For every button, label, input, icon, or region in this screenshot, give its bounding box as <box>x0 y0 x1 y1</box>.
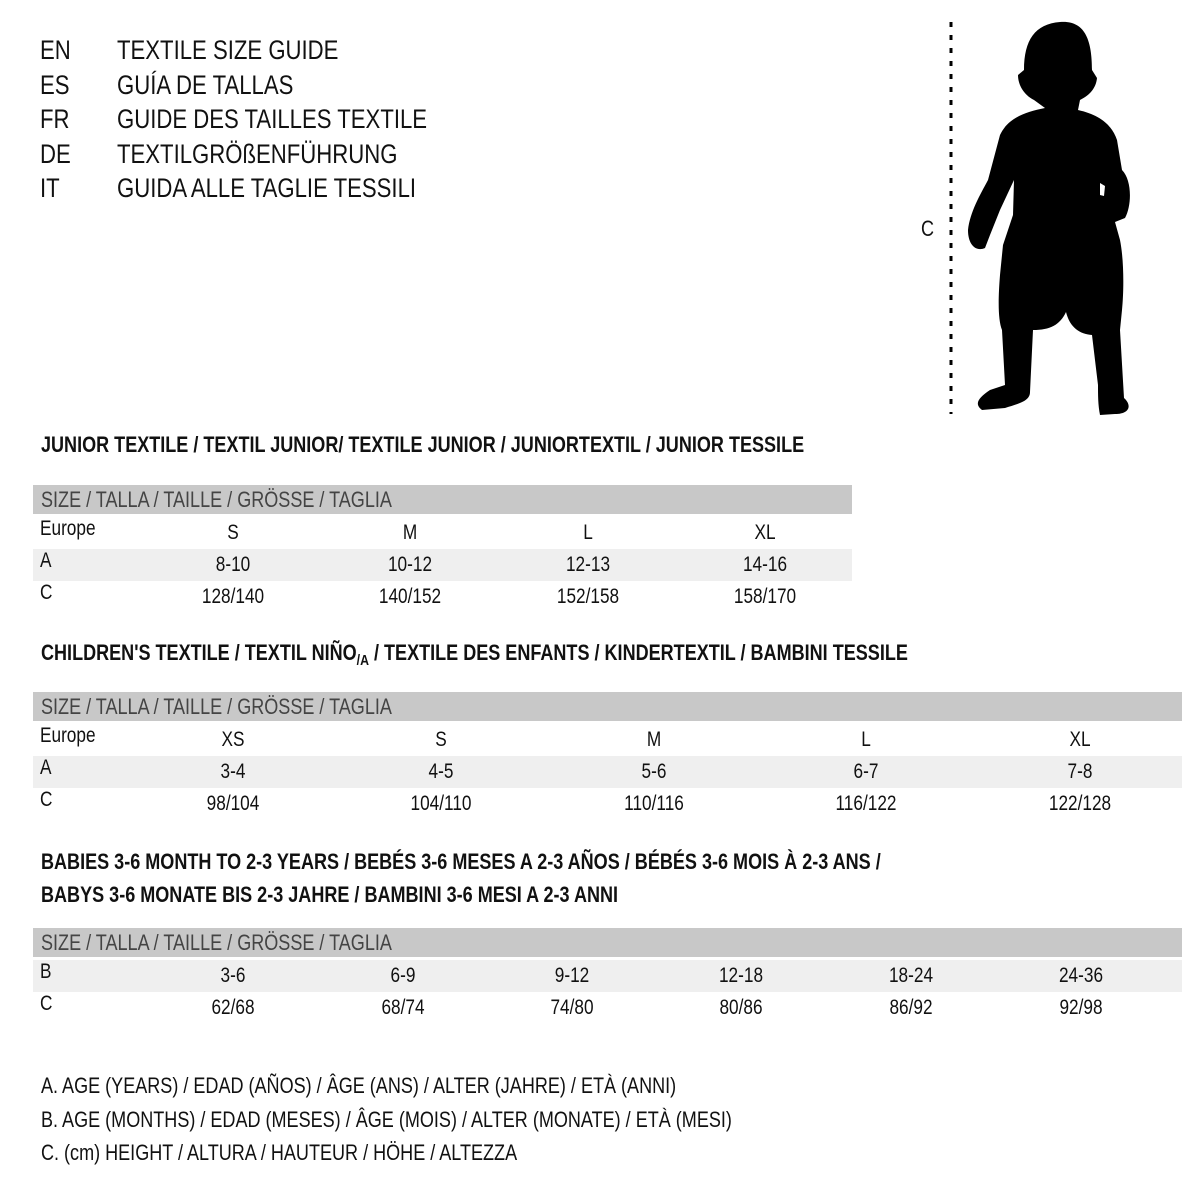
table-header: SIZE / TALLA / TAILLE / GRÖSSE / TAGLIA <box>33 485 852 514</box>
table-cell: 14-16 <box>742 553 788 576</box>
table-cell: 122/128 <box>1048 792 1112 815</box>
table-cell: S <box>435 728 447 751</box>
legend-a: A. AGE (YEARS) / EDAD (AÑOS) / ÂGE (ANS)… <box>41 1073 677 1098</box>
table-cell: 140/152 <box>378 585 442 608</box>
table-cell: 7-8 <box>1067 760 1093 783</box>
table-cell: 3-6 <box>220 964 246 987</box>
language-code: ES <box>40 69 70 100</box>
title-line-it: IT GUIDA ALLE TAGLIE TESSILI <box>0 171 600 205</box>
row-label: C <box>40 992 53 1015</box>
table-cell: 152/158 <box>556 585 620 608</box>
language-code: FR <box>40 104 70 134</box>
language-code: IT <box>40 173 60 203</box>
table-cell: 6-7 <box>853 760 879 783</box>
height-measure-label: C <box>921 216 935 241</box>
table-cell: M <box>402 521 418 544</box>
row-label: Europe <box>40 517 96 540</box>
table-cell: M <box>646 728 662 751</box>
table-row: B 3-6 6-9 9-12 12-18 18-24 24-36 <box>33 960 1182 992</box>
table-cell: 68/74 <box>381 996 425 1019</box>
table-cell: 80/86 <box>719 996 763 1019</box>
title-line-es: ES GUÍA DE TALLAS <box>0 68 600 102</box>
table-cell: 110/116 <box>624 792 684 815</box>
table-cell: 116/122 <box>835 792 897 815</box>
table-row: C 62/68 68/74 74/80 80/86 86/92 92/98 <box>33 992 1182 1024</box>
row-label: A <box>40 756 52 779</box>
children-size-table: SIZE / TALLA / TAILLE / GRÖSSE / TAGLIA E… <box>33 692 1182 820</box>
row-label: B <box>40 960 52 983</box>
junior-size-table: SIZE / TALLA / TAILLE / GRÖSSE / TAGLIA E… <box>33 485 852 613</box>
table-cell: 158/170 <box>733 585 797 608</box>
table-cell: 10-12 <box>387 553 433 576</box>
table-cell: XL <box>754 521 776 544</box>
title-line-fr: FR GUIDE DES TAILLES TEXTILE <box>0 102 600 136</box>
title-line-en: EN TEXTILE SIZE GUIDE <box>0 33 600 67</box>
children-section-title: CHILDREN'S TEXTILE / TEXTIL NIÑO/A / TEX… <box>41 640 908 669</box>
row-label: Europe <box>40 724 96 747</box>
table-cell: 98/104 <box>206 792 260 815</box>
junior-section-title: JUNIOR TEXTILE / TEXTIL JUNIOR/ TEXTILE … <box>41 432 805 457</box>
language-code: EN <box>40 35 71 65</box>
child-silhouette-icon <box>949 21 1130 415</box>
table-header: SIZE / TALLA / TAILLE / GRÖSSE / TAGLIA <box>33 928 1182 957</box>
table-cell: 92/98 <box>1059 996 1103 1019</box>
table-header: SIZE / TALLA / TAILLE / GRÖSSE / TAGLIA <box>33 692 1182 721</box>
table-cell: L <box>861 728 871 751</box>
row-label: C <box>40 788 53 811</box>
table-cell: L <box>583 521 593 544</box>
table-cell: 5-6 <box>641 760 667 783</box>
table-cell: 104/110 <box>410 792 472 815</box>
table-cell: 12-13 <box>565 553 611 576</box>
table-cell: 128/140 <box>201 585 265 608</box>
legend-b: B. AGE (MONTHS) / EDAD (MESES) / ÂGE (MO… <box>41 1107 732 1132</box>
row-label: A <box>40 549 52 572</box>
table-row: A 3-4 4-5 5-6 6-7 7-8 <box>33 756 1182 788</box>
table-cell: 74/80 <box>550 996 594 1019</box>
title-text: GUIDA ALLE TAGLIE TESSILI <box>117 173 417 203</box>
title-text: TEXTILE SIZE GUIDE <box>117 35 339 65</box>
table-cell: 9-12 <box>554 964 590 987</box>
table-row: Europe XS S M L XL <box>33 724 1182 756</box>
language-code: DE <box>40 138 71 169</box>
babies-size-table: SIZE / TALLA / TAILLE / GRÖSSE / TAGLIA B… <box>33 928 1182 1024</box>
table-cell: 3-4 <box>220 760 246 783</box>
table-cell: XS <box>221 728 245 751</box>
table-row: C 98/104 104/110 110/116 116/122 122/128 <box>33 788 1182 820</box>
table-cell: 24-36 <box>1058 964 1104 987</box>
title-text: TEXTILGRÖßENFÜHRUNG <box>117 138 398 169</box>
table-cell: S <box>227 521 239 544</box>
babies-section-title-line2: BABYS 3-6 MONATE BIS 2-3 JAHRE / BAMBINI… <box>41 882 619 907</box>
table-cell: 4-5 <box>428 760 454 783</box>
table-row: A 8-10 10-12 12-13 14-16 <box>33 549 852 581</box>
title-text: GUIDE DES TAILLES TEXTILE <box>117 104 428 134</box>
title-text: GUÍA DE TALLAS <box>117 69 294 100</box>
table-row: C 128/140 140/152 152/158 158/170 <box>33 581 852 613</box>
table-cell: 8-10 <box>215 553 251 576</box>
table-cell: 6-9 <box>390 964 416 987</box>
table-cell: 12-18 <box>718 964 764 987</box>
title-line-de: DE TEXTILGRÖßENFÜHRUNG <box>0 137 600 171</box>
table-cell: XL <box>1069 728 1091 751</box>
table-cell: 18-24 <box>888 964 934 987</box>
legend-c: C. (cm) HEIGHT / ALTURA / HAUTEUR / HÖHE… <box>41 1140 518 1165</box>
babies-section-title-line1: BABIES 3-6 MONTH TO 2-3 YEARS / BEBÉS 3-… <box>41 849 881 874</box>
table-cell: 86/92 <box>889 996 933 1019</box>
row-label: C <box>40 581 53 604</box>
table-cell: 62/68 <box>211 996 255 1019</box>
table-row: Europe S M L XL <box>33 517 852 549</box>
